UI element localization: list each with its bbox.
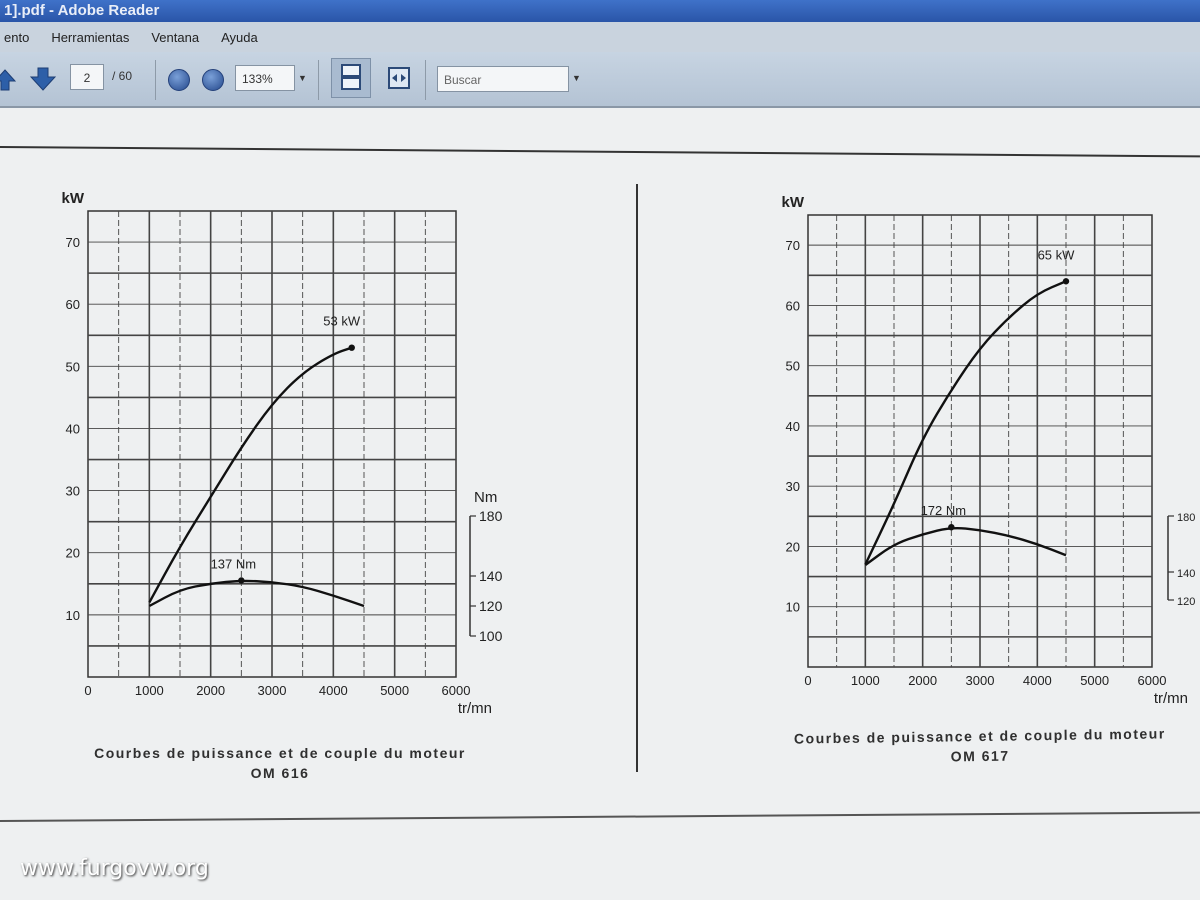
toolbar-separator (425, 60, 426, 100)
x-tick-label: 2000 (196, 683, 225, 698)
fit-page-icon (341, 64, 361, 90)
peak-marker (348, 344, 355, 351)
toolbar-separator (318, 60, 319, 100)
y-tick-label: 60 (66, 297, 80, 312)
page-rule-top (0, 146, 1200, 158)
y-axis-label: kW (782, 194, 805, 211)
column-divider (636, 184, 638, 772)
next-page-button[interactable] (29, 66, 57, 97)
caption-line: Courbes de puissance et de couple du mot… (94, 745, 466, 761)
page-number-input[interactable]: 2 (70, 64, 104, 90)
y-tick-label: 30 (786, 479, 800, 494)
y-tick-label: 10 (786, 600, 800, 615)
x-tick-label: 4000 (1023, 673, 1052, 688)
series-label: 172 Nm (921, 503, 967, 518)
x-tick-label: 5000 (1080, 673, 1109, 688)
x-axis-label: tr/mn (458, 700, 492, 717)
menu-item-window[interactable]: Ventana (151, 29, 200, 45)
search-dropdown-icon[interactable]: ▼ (572, 73, 581, 83)
y-tick-label: 30 (66, 484, 80, 499)
y-tick-label: 50 (786, 359, 800, 374)
y2-axis-label: Nm (474, 489, 497, 506)
x-tick-label: 0 (804, 673, 811, 688)
series-label: 65 kW (1038, 247, 1076, 262)
menu-bar: ento Herramientas Ventana Ayuda (0, 22, 1200, 52)
x-tick-label: 4000 (319, 683, 348, 698)
caption-engine: OM 616 (250, 765, 310, 781)
x-tick-label: 2000 (908, 673, 937, 688)
page-rule-bottom (0, 811, 1200, 822)
fit-page-button[interactable] (331, 58, 371, 98)
window-title: 1].pdf - Adobe Reader (0, 0, 1200, 22)
zoom-in-button[interactable] (202, 69, 224, 91)
toolbar-separator (155, 60, 156, 100)
x-tick-label: 1000 (851, 673, 880, 688)
y-tick-label: 70 (66, 235, 80, 250)
y-tick-label: 40 (786, 419, 800, 434)
y2-tick-label: 180 (479, 508, 503, 524)
x-tick-label: 3000 (258, 683, 287, 698)
zoom-level-input[interactable]: 133% (235, 65, 295, 91)
series-label: 137 Nm (211, 557, 257, 572)
y-tick-label: 60 (786, 298, 800, 313)
chart-om616: 10 20 30 40 50 60 70 kW 0 1000 2000 3000 4000 5000 600… (62, 190, 503, 717)
arrow-down-icon (29, 67, 57, 91)
y-tick-label: 20 (786, 539, 800, 554)
x-tick-label: 5000 (380, 683, 409, 698)
menu-item-file[interactable]: ento (4, 29, 30, 45)
fit-width-button[interactable] (383, 62, 415, 99)
y-tick-label: 20 (66, 546, 80, 561)
x-tick-label: 0 (84, 683, 91, 698)
peak-marker (1062, 278, 1070, 285)
torque-curve (148, 579, 365, 608)
power-curve (148, 346, 353, 604)
y2-tick-label: 180 (1177, 512, 1195, 524)
y-tick-label: 50 (66, 359, 80, 374)
chart-om617: 10 20 30 40 50 60 70 kW 0 1000 2000 3000 4000 5000 600… (782, 194, 1196, 707)
series-label: 53 kW (323, 314, 361, 329)
peak-marker (948, 524, 955, 531)
x-axis-label: tr/mn (1154, 690, 1188, 707)
document-page: 10 20 30 40 50 60 70 kW 0 1000 2000 3000 4000 5000 600… (0, 108, 1200, 900)
menu-item-tools[interactable]: Herramientas (51, 29, 130, 45)
arrow-up-icon (0, 69, 17, 91)
toolbar: 2 / 60 133% ▼ Buscar ▼ (0, 52, 1200, 108)
search-input[interactable]: Buscar (437, 66, 569, 92)
x-tick-label: 6000 (1138, 673, 1167, 688)
x-tick-label: 6000 (442, 683, 471, 698)
fit-width-icon (388, 67, 410, 89)
y-axis-label: kW (62, 190, 85, 207)
previous-page-button[interactable] (0, 68, 17, 97)
peak-marker (238, 577, 245, 584)
y2-tick-label: 140 (1177, 568, 1195, 580)
watermark: www.furgovw.org (20, 856, 209, 881)
y-tick-label: 40 (66, 421, 80, 436)
caption-om616: Courbes de puissance et de couple du mot… (40, 743, 520, 783)
zoom-out-button[interactable] (168, 69, 190, 91)
x-tick-label: 3000 (966, 673, 995, 688)
y2-tick-label: 120 (1177, 596, 1195, 608)
power-curve (864, 280, 1067, 566)
x-tick-label: 1000 (135, 683, 164, 698)
y-tick-label: 10 (66, 608, 80, 623)
y2-tick-label: 100 (479, 628, 503, 644)
caption-om617: Courbes de puissance et de couple du mot… (760, 723, 1200, 769)
page-count: / 60 (112, 69, 133, 83)
y2-tick-label: 140 (479, 568, 503, 584)
zoom-dropdown-icon[interactable]: ▼ (298, 73, 307, 83)
y2-tick-label: 120 (479, 598, 503, 614)
menu-item-help[interactable]: Ayuda (221, 29, 258, 45)
y-tick-label: 70 (786, 238, 800, 253)
